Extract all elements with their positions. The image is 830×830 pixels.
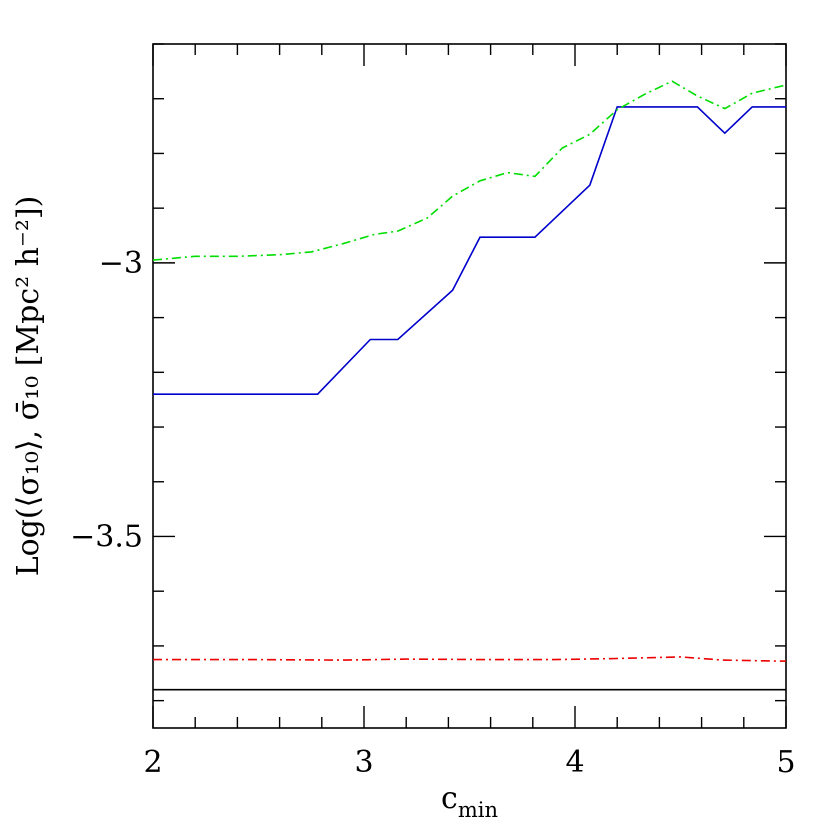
x-tick-label: 3 — [354, 745, 373, 780]
x-axis-title-sub: min — [458, 798, 498, 822]
series-layer — [152, 80, 787, 691]
plot-frame — [152, 43, 787, 729]
axis-ticks — [152, 43, 787, 728]
series-line-3 — [153, 656, 787, 662]
x-tick-label: 2 — [143, 745, 162, 780]
series-line-1 — [153, 106, 786, 396]
series-line-2 — [152, 80, 787, 261]
x-tick-label: 5 — [776, 745, 795, 780]
x-axis-title: cmin — [441, 781, 498, 822]
y-tick-label: −3.5 — [70, 519, 143, 554]
x-axis-title-main: c — [441, 781, 458, 816]
y-tick-label: −3 — [99, 246, 143, 281]
y-axis-title: Log(⟨σ₁₀⟩, σ̄₁₀ [Mpc² h⁻²]) — [11, 196, 46, 577]
x-tick-label: 4 — [565, 745, 584, 780]
tick-labels: 2 3 4 5 −3.5 −3 — [70, 246, 795, 780]
